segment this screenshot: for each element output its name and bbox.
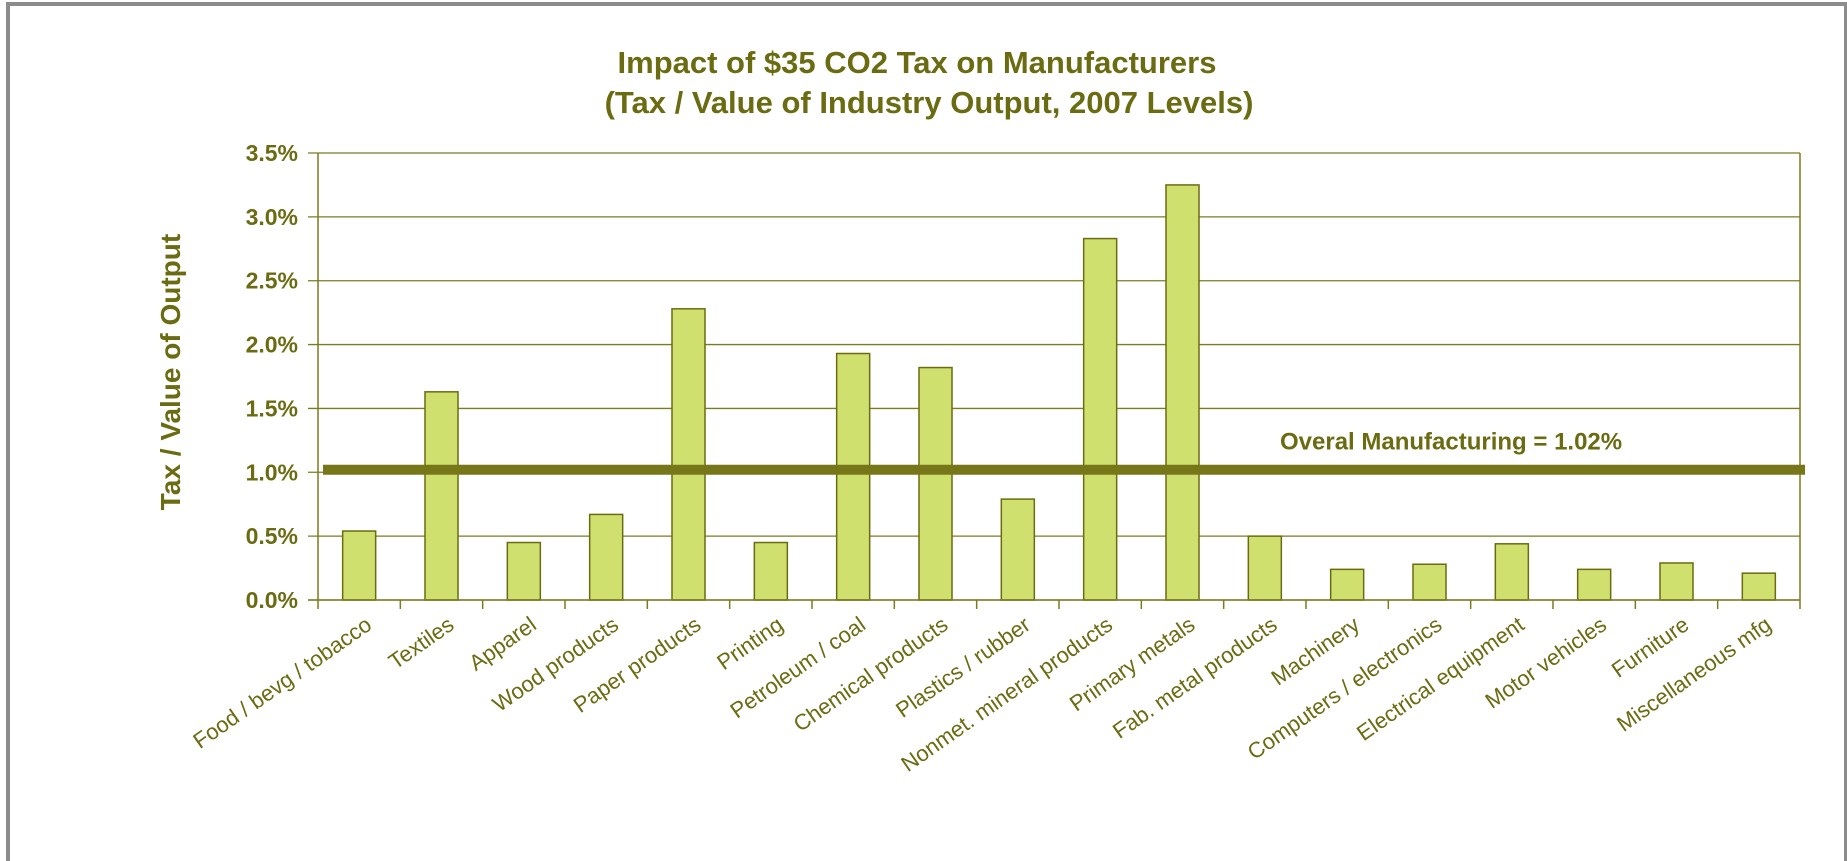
bar <box>1000 498 1036 601</box>
y-tick-label: 3.5% <box>246 140 298 166</box>
chart-title: Impact of $35 CO2 Tax on Manufacturers <box>618 45 1217 80</box>
bar <box>1659 562 1694 601</box>
bar <box>918 366 953 601</box>
y-tick-label: 3.0% <box>246 204 298 230</box>
bar <box>588 513 624 601</box>
x-tick-label: Food / bevg / tobacco <box>188 612 376 754</box>
chart-subtitle: (Tax / Value of Industry Output, 2007 Le… <box>605 85 1254 120</box>
bar <box>1329 568 1365 601</box>
y-tick-label: 2.5% <box>246 268 298 294</box>
y-tick-label: 1.0% <box>246 459 298 485</box>
x-tick-label: Printing <box>712 612 787 675</box>
x-tick-label: Chemical products <box>789 612 953 737</box>
bar <box>1412 563 1447 601</box>
x-tick-label: Textiles <box>384 612 458 675</box>
x-tick-label: Miscellaneous mfg <box>1612 612 1776 737</box>
bar <box>671 308 706 601</box>
x-tick-label: Petroleum / coal <box>725 612 870 724</box>
bar <box>1741 572 1777 601</box>
bar <box>1247 535 1283 601</box>
bar <box>341 530 377 601</box>
y-tick-label: 2.0% <box>246 332 298 358</box>
bar <box>506 541 542 601</box>
bar <box>1082 237 1118 601</box>
bar <box>835 352 871 601</box>
bar <box>1494 543 1530 601</box>
y-tick-label: 0.5% <box>246 523 298 549</box>
reference-line-label: Overal Manufacturing = 1.02% <box>1280 429 1622 456</box>
bar <box>753 541 789 601</box>
y-tick-label: 0.0% <box>246 587 298 613</box>
bar <box>1165 184 1200 601</box>
bar <box>424 391 459 601</box>
y-axis-label: Tax / Value of Output <box>155 234 186 510</box>
bar <box>1576 568 1612 601</box>
x-tick-label: Apparel <box>464 612 540 676</box>
y-tick-label: 1.5% <box>246 395 298 421</box>
